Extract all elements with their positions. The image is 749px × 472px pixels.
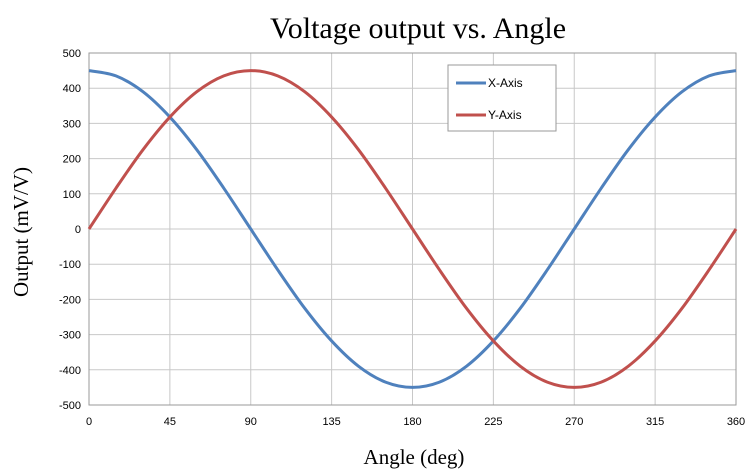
y-tick-label: 400 [63, 83, 81, 95]
legend: X-Axis Y-Axis [447, 64, 557, 132]
x-tick-label: 315 [646, 416, 664, 428]
legend-label: X-Axis [488, 76, 523, 90]
y-tick-label: 500 [63, 48, 81, 60]
x-axis-label: Angle (deg) [364, 445, 465, 469]
x-tick-label: 270 [565, 416, 583, 428]
tick-labels: 0 45 90 135 180 225 270 315 3605004003002001000-… [59, 48, 745, 428]
y-tick-label: -300 [59, 330, 81, 342]
y-tick-label: 0 [75, 224, 81, 236]
x-tick-label: 45 [164, 416, 176, 428]
series-layer [87, 69, 738, 389]
chart-title: Voltage output vs. Angle [270, 12, 566, 45]
x-tick-label: 135 [322, 416, 340, 428]
x-tick-label: 90 [245, 416, 257, 428]
y-tick-label: -200 [59, 294, 81, 306]
y-tick-label: 200 [63, 154, 81, 166]
y-tick-label: -500 [59, 400, 81, 412]
x-tick-label: 225 [484, 416, 502, 428]
legend-label: Y-Axis [488, 108, 522, 122]
series-line-x-axis [88, 69, 737, 389]
y-tick-label: 100 [63, 189, 81, 201]
series-line-y-axis [87, 69, 738, 389]
y-tick-label: 300 [63, 118, 81, 130]
y-tick-label: -400 [59, 365, 81, 377]
x-tick-label: 360 [727, 416, 745, 428]
x-tick-label: 180 [403, 416, 421, 428]
x-tick-label: 0 [86, 416, 92, 428]
legend-box [447, 64, 557, 132]
y-tick-label: -100 [59, 259, 81, 271]
y-axis-label: Output (mV/V) [9, 167, 33, 297]
